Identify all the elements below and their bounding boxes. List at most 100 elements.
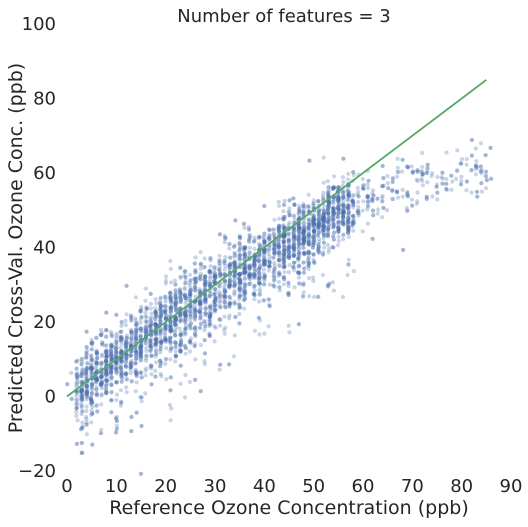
scatter-point [380, 199, 385, 204]
scatter-point [262, 239, 267, 244]
scatter-point [261, 262, 266, 267]
scatter-point [193, 279, 198, 284]
scatter-point [207, 294, 212, 299]
scatter-point [286, 280, 291, 285]
scatter-point [183, 323, 188, 328]
scatter-point [409, 164, 414, 169]
scatter-point [98, 431, 104, 436]
scatter-point [153, 310, 158, 315]
scatter-point [292, 236, 297, 241]
scatter-point [307, 294, 312, 299]
scatter-point [321, 180, 326, 185]
scatter-point [321, 190, 326, 195]
scatter-point [483, 153, 488, 158]
scatter-point [321, 233, 327, 238]
scatter-point [325, 217, 330, 222]
scatter-point [173, 328, 178, 333]
scatter-point [168, 349, 173, 354]
scatter-point [144, 315, 149, 320]
scatter-point [237, 303, 242, 308]
scatter-point [153, 342, 158, 347]
scatter-point [193, 268, 198, 273]
scatter-point [114, 340, 119, 345]
scatter-point [109, 333, 114, 339]
scatter-point [163, 316, 168, 321]
scatter-point [242, 225, 247, 230]
scatter-point [394, 174, 400, 179]
scatter-point [322, 216, 327, 222]
scatter-point [483, 174, 488, 179]
scatter-point [381, 176, 386, 181]
scatter-point [272, 263, 277, 268]
scatter-point [336, 195, 341, 200]
scatter-point [134, 323, 139, 328]
scatter-point [202, 256, 207, 261]
scatter-point [311, 257, 316, 262]
scatter-point [213, 272, 218, 277]
scatter-point [193, 279, 198, 284]
scatter-point [207, 268, 212, 273]
scatter-point [262, 259, 267, 264]
y-tick-label: 80 [33, 89, 56, 110]
scatter-point [148, 325, 153, 330]
scatter-point [164, 356, 169, 361]
scatter-point [163, 278, 168, 283]
scatter-point [90, 372, 95, 377]
scatter-point [198, 314, 203, 319]
scatter-point [128, 313, 133, 318]
scatter-point [213, 303, 218, 308]
scatter-point [302, 266, 307, 271]
scatter-point [297, 251, 302, 256]
scatter-point [276, 203, 282, 208]
scatter-point [74, 413, 79, 418]
scatter-point [84, 383, 89, 388]
scatter-point [346, 177, 351, 182]
scatter-point [361, 186, 366, 191]
scatter-point [114, 336, 119, 341]
scatter-point [217, 260, 222, 266]
scatter-point [306, 224, 311, 229]
scatter-point [301, 282, 306, 287]
scatter-point [232, 260, 237, 265]
scatter-point [208, 281, 213, 286]
scatter-point [366, 199, 371, 204]
scatter-point [296, 237, 302, 242]
scatter-point [133, 316, 138, 321]
scatter-point [440, 181, 445, 186]
scatter-point [133, 389, 138, 394]
scatter-point [80, 367, 85, 372]
scatter-point [124, 335, 129, 340]
scatter-point [325, 283, 330, 288]
scatter-point [202, 362, 207, 367]
scatter-point [331, 210, 336, 215]
scatter-point [292, 214, 297, 219]
scatter-point [173, 316, 178, 321]
scatter-point [396, 169, 401, 175]
scatter-point [326, 204, 331, 209]
scatter-point [272, 242, 277, 247]
scatter-point [296, 258, 301, 263]
scatter-point [168, 266, 173, 271]
scatter-point [84, 355, 89, 360]
scatter-point [84, 393, 90, 398]
scatter-point [464, 156, 469, 162]
scatter-point [119, 369, 124, 374]
scatter-point [297, 281, 302, 286]
scatter-point [148, 316, 153, 321]
scatter-point [253, 263, 258, 268]
scatter-point [93, 360, 99, 365]
scatter-point [85, 361, 90, 366]
scatter-point [75, 358, 80, 363]
scatter-point [316, 230, 321, 235]
scatter-point [291, 213, 296, 218]
scatter-point [119, 320, 124, 325]
scatter-point [173, 333, 178, 338]
scatter-point [262, 262, 268, 267]
scatter-point [90, 383, 95, 388]
scatter-point [99, 427, 104, 432]
scatter-point [282, 244, 287, 249]
scatter-point [262, 238, 267, 244]
scatter-point [104, 367, 109, 372]
scatter-point [232, 290, 237, 295]
scatter-point [169, 297, 174, 302]
